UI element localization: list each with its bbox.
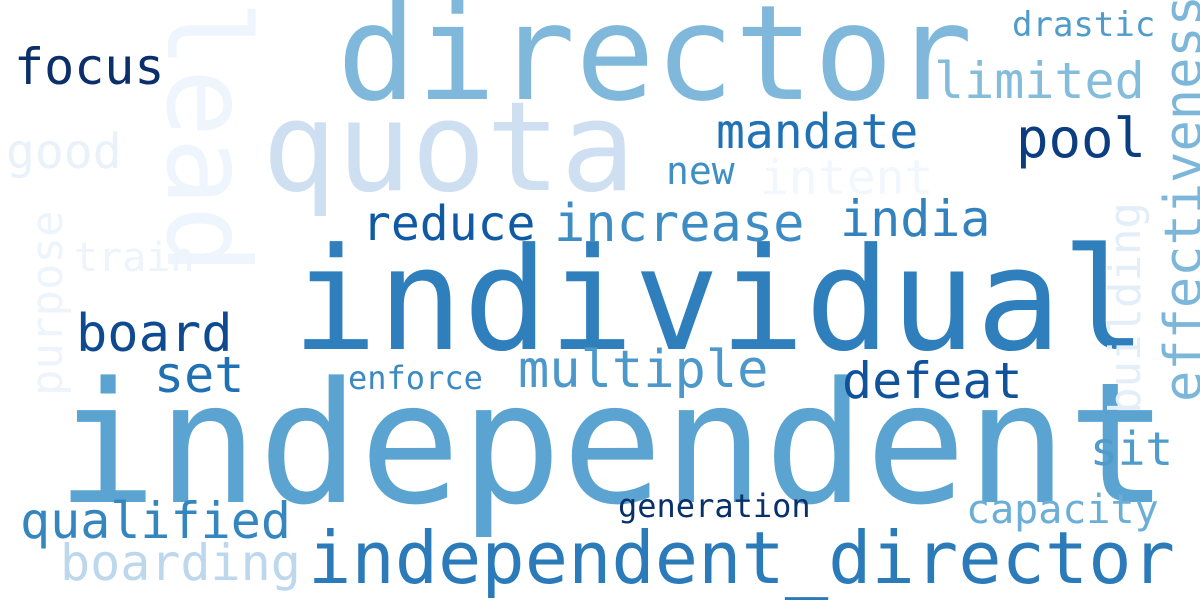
word-independent: independent [56, 346, 1169, 542]
word-reduce: reduce [362, 196, 536, 252]
word-boarding: boarding [60, 534, 301, 592]
word-capacity: capacity [966, 487, 1159, 533]
word-intent: intent [760, 150, 934, 206]
word-new: new [666, 149, 735, 193]
word-individual: individual [292, 218, 1147, 383]
word-director: director [337, 0, 973, 131]
word-set: set [154, 346, 245, 404]
word-good: good [6, 124, 122, 180]
word-defeat: defeat [842, 352, 1023, 410]
word-drastic: drastic [1012, 5, 1156, 45]
word-mandate: mandate [716, 104, 919, 160]
word-board: board [76, 304, 233, 364]
word-generation: generation [618, 487, 811, 525]
word-enforce: enforce [348, 359, 483, 397]
word-limited: limited [934, 52, 1145, 110]
word-independent-director: independent_director [308, 516, 1175, 600]
word-focus: focus [14, 38, 165, 96]
word-effectiveness: effectiveness [1154, 0, 1200, 402]
word-quota: quota [262, 76, 636, 220]
word-lead: lead [141, 0, 274, 275]
word-purpose: purpose [22, 210, 73, 396]
word-building: building [1100, 202, 1151, 414]
word-sit: sit [1090, 422, 1174, 476]
word-train: train [74, 235, 195, 281]
word-multiple: multiple [518, 340, 769, 400]
word-pool: pool [1016, 107, 1147, 170]
word-qualified: qualified [20, 492, 291, 550]
word-increase: increase [554, 194, 805, 254]
word-india: india [840, 190, 991, 248]
